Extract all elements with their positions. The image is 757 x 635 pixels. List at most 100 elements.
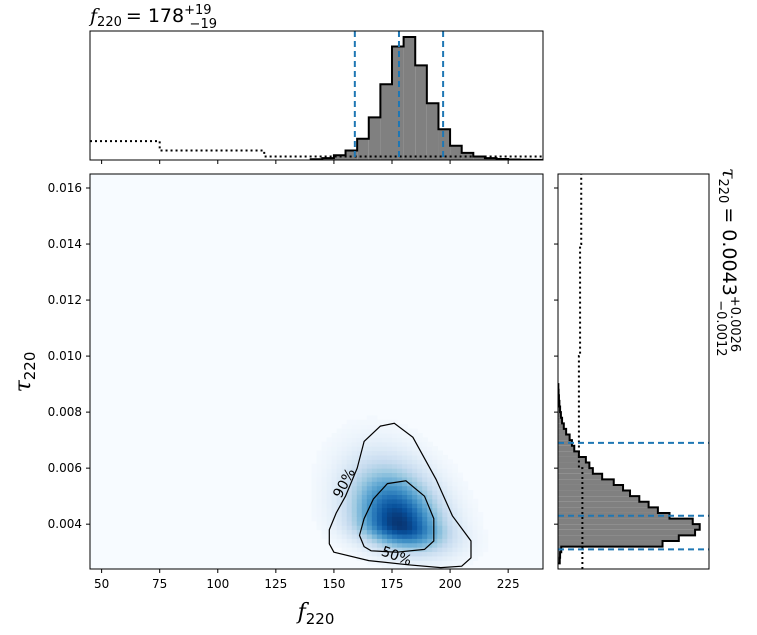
- heatmap-cell: [326, 446, 333, 452]
- heatmap-cell: [346, 533, 353, 539]
- heatmap-cell: [341, 446, 348, 452]
- heatmap-cell: [361, 511, 368, 517]
- x-tick-label: 50: [94, 577, 109, 591]
- heatmap-cell: [412, 547, 418, 553]
- heatmap-cell: [437, 516, 443, 522]
- heatmap-cell: [397, 547, 403, 553]
- f220-bin: [438, 129, 451, 160]
- heatmap-cell: [321, 533, 328, 539]
- heatmap-cell: [442, 555, 448, 561]
- heatmap-cell: [392, 503, 398, 509]
- heatmap-cell: [331, 463, 338, 469]
- heatmap-cell: [386, 446, 393, 452]
- heatmap-cell: [376, 533, 383, 539]
- heatmap-cell: [361, 485, 368, 491]
- heatmap-cell: [376, 542, 383, 548]
- heatmap-cell: [422, 533, 428, 539]
- heatmap-cell: [397, 494, 403, 500]
- heatmap-cell: [472, 542, 479, 548]
- heatmap-cell: [392, 560, 398, 566]
- heatmap-cell: [371, 463, 378, 469]
- contour-90: [328, 422, 472, 569]
- heatmap-cell: [432, 533, 438, 539]
- tau220-bin: [558, 451, 579, 457]
- heatmap-cell: [316, 503, 323, 509]
- heatmap-cell: [432, 560, 438, 566]
- heatmap-cell: [371, 485, 378, 491]
- heatmap-cell: [462, 498, 469, 504]
- heatmap-cell: [432, 498, 438, 504]
- heatmap-cell: [467, 542, 474, 548]
- heatmap-cell: [417, 432, 423, 438]
- heatmap-cell: [381, 428, 388, 434]
- heatmap-cell: [371, 511, 378, 517]
- heatmap-cell: [351, 533, 358, 539]
- heatmap-cell: [366, 450, 373, 456]
- heatmap-cell: [422, 525, 428, 531]
- heatmap-cell: [422, 454, 428, 460]
- heatmap-cell: [432, 446, 438, 452]
- heatmap-cell: [402, 468, 408, 474]
- heatmap-cell: [417, 516, 423, 522]
- heatmap-cell: [321, 503, 328, 509]
- heatmap-cell: [397, 498, 403, 504]
- heatmap-cell: [321, 511, 328, 517]
- heatmap-cell: [371, 547, 378, 553]
- heatmap-cell: [392, 551, 398, 557]
- heatmap-cell: [341, 424, 348, 430]
- x-tick-label: 125: [264, 577, 287, 591]
- heatmap-cell: [311, 516, 318, 522]
- heatmap-cell: [452, 490, 459, 495]
- heatmap-cell: [351, 428, 358, 434]
- heatmap-cell: [437, 564, 443, 569]
- heatmap-cell: [392, 533, 398, 539]
- heatmap-cell: [376, 538, 383, 544]
- heatmap-cell: [407, 446, 413, 452]
- heatmap-cell: [366, 533, 373, 539]
- heatmap-cell: [376, 555, 383, 561]
- heatmap-cell: [392, 428, 398, 434]
- heatmap-cell: [376, 498, 383, 504]
- heatmap-cell: [437, 459, 443, 465]
- heatmap-cell: [442, 516, 448, 522]
- heatmap-cell: [452, 529, 459, 535]
- heatmap-cell: [356, 419, 363, 425]
- heatmap-cell: [457, 498, 464, 504]
- heatmap-cell: [427, 459, 433, 465]
- heatmap-cell: [381, 542, 388, 548]
- marginal-f220-panel: [89, 30, 544, 164]
- heatmap-cell: [331, 437, 338, 443]
- heatmap-cell: [331, 520, 338, 526]
- heatmap-cell: [326, 485, 333, 491]
- heatmap-cell: [351, 481, 358, 487]
- heatmap-cell: [432, 516, 438, 522]
- heatmap-cell: [402, 485, 408, 491]
- heatmap-cell: [316, 463, 323, 469]
- heatmap-cell: [381, 468, 388, 474]
- heatmap-cell: [452, 468, 459, 474]
- heatmap-cell: [457, 494, 464, 500]
- heatmap-cell: [321, 468, 328, 474]
- heatmap-cell: [402, 551, 408, 557]
- y-tick-label: 0.012: [48, 293, 82, 307]
- heatmap-cell: [356, 463, 363, 469]
- heatmap-cell: [356, 494, 363, 500]
- heatmap-cell: [331, 503, 338, 509]
- heatmap-cell: [432, 454, 438, 460]
- heatmap-cell: [417, 450, 423, 456]
- heatmap-cell: [437, 551, 443, 557]
- y-axis-ticks: 0.004 0.006 0.008 0.010 0.012 0.014 0.016: [48, 181, 90, 531]
- heatmap-cell: [386, 459, 393, 465]
- heatmap-cell: [326, 441, 333, 447]
- tau220-bin: [558, 484, 624, 491]
- heatmap-cell: [392, 494, 398, 500]
- f220-title: f220 = 178+19 −19: [88, 3, 217, 32]
- heatmap-cell: [402, 494, 408, 500]
- heatmap-cell: [331, 472, 338, 478]
- heatmap-cell: [341, 542, 348, 548]
- heatmap-cell: [366, 419, 373, 425]
- heatmap-cell: [356, 547, 363, 553]
- heatmap-cell: [351, 520, 358, 526]
- heatmap-cell: [432, 472, 438, 478]
- heatmap-cell: [371, 472, 378, 478]
